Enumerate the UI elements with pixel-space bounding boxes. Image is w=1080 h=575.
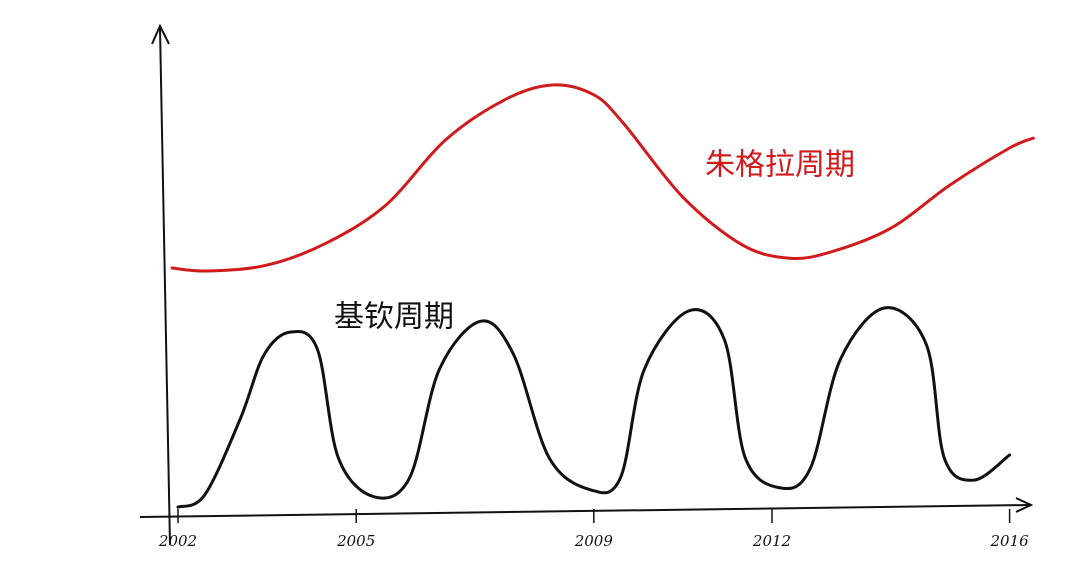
y-axis — [159, 27, 171, 546]
series-line — [176, 306, 1012, 509]
x-tick-label: 2002 — [158, 532, 197, 550]
x-tick-label: 2005 — [336, 532, 375, 550]
y-axis-arrow — [151, 23, 170, 45]
series-label: 朱格拉周期 — [705, 148, 855, 183]
series-label: 基钦周期 — [334, 300, 454, 335]
x-axis-arrow — [1015, 497, 1034, 513]
x-tick-label: 2016 — [990, 532, 1030, 550]
series-line — [170, 83, 1035, 273]
x-tick-label: 2009 — [574, 532, 614, 550]
x-axis — [139, 504, 1031, 518]
x-tick-label: 2012 — [752, 532, 791, 550]
